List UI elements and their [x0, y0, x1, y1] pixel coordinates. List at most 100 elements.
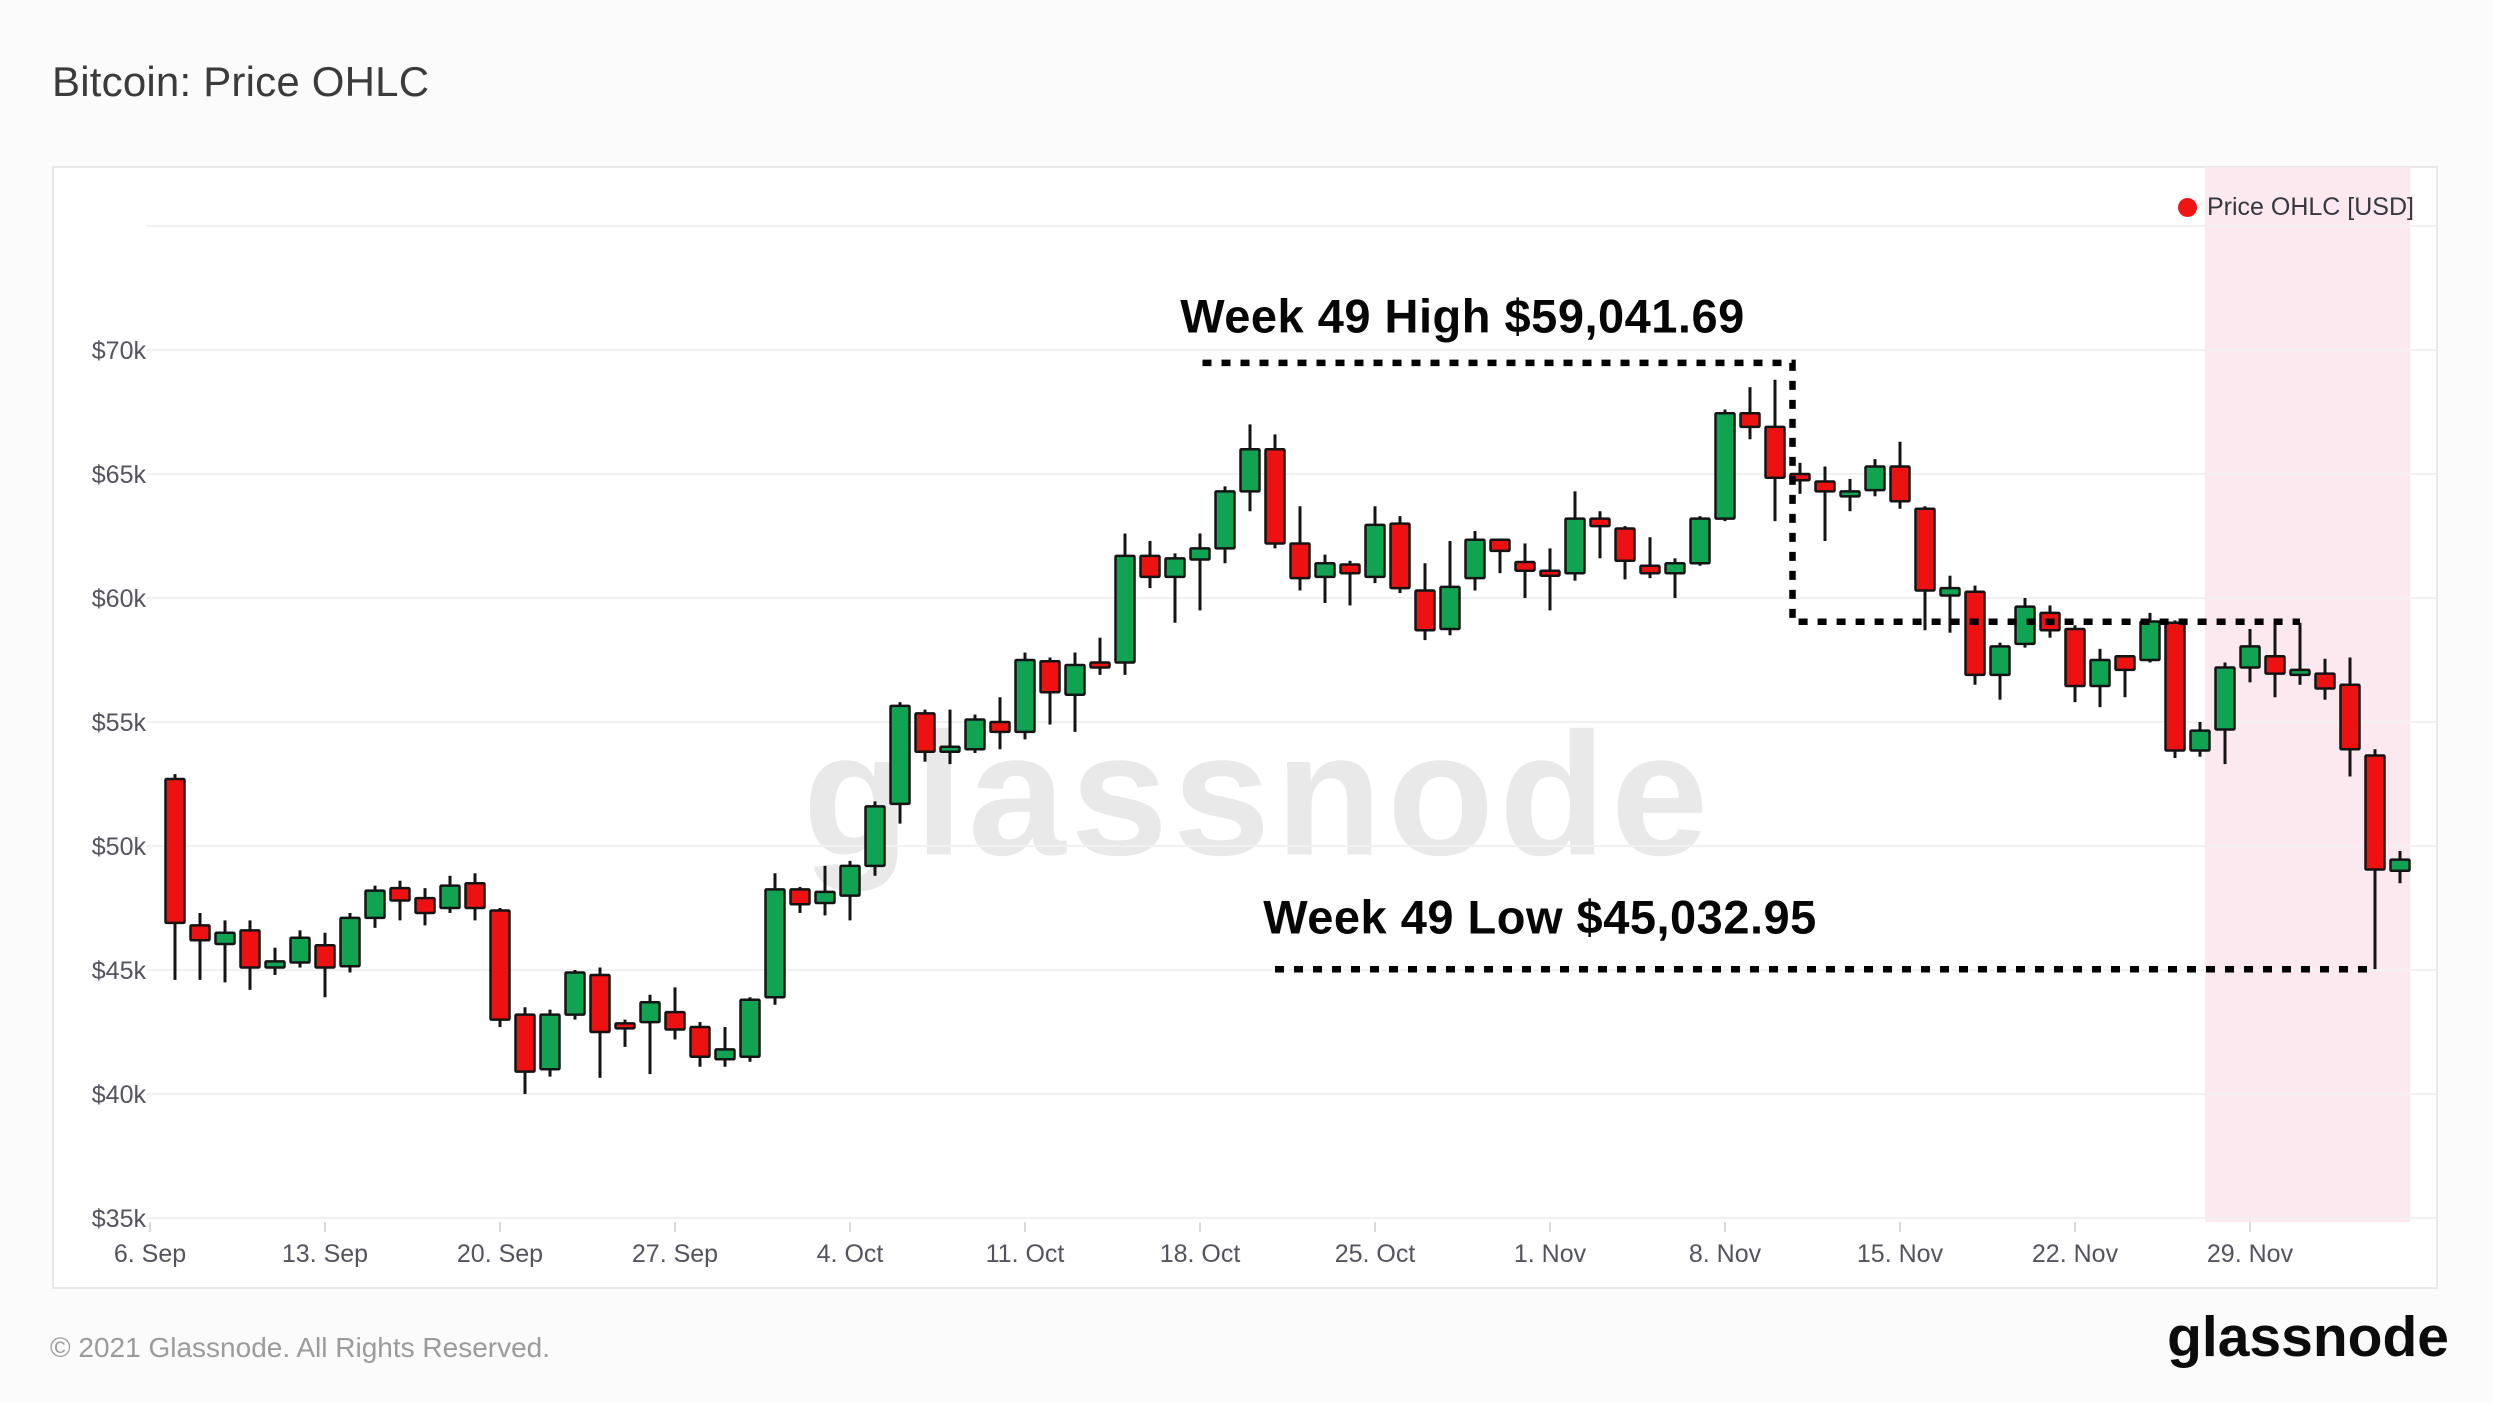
candle-nov-3[interactable]	[1589, 511, 1611, 559]
candle-body	[1239, 447, 1261, 493]
candle-sep-7[interactable]	[164, 774, 186, 980]
candle-oct-18[interactable]	[1189, 533, 1211, 611]
candle-sep-20[interactable]	[489, 908, 511, 1028]
glassnode-logo[interactable]: glassnode	[2167, 1305, 2449, 1369]
candle-nov-22[interactable]	[2064, 625, 2086, 703]
candle-oct-8[interactable]	[939, 709, 961, 765]
candle-sep-27[interactable]	[664, 987, 686, 1040]
candle-nov-26[interactable]	[2164, 620, 2186, 758]
candle-sep-12[interactable]	[289, 930, 311, 968]
candle-nov-14[interactable]	[1864, 459, 1886, 497]
candle-sep-26[interactable]	[639, 994, 661, 1075]
candle-nov-12[interactable]	[1814, 466, 1836, 541]
candle-body	[1539, 569, 1561, 577]
candle-nov-25[interactable]	[2139, 612, 2161, 663]
candle-nov-15[interactable]	[1889, 441, 1911, 509]
candle-sep-17[interactable]	[414, 888, 436, 926]
candle-nov-10[interactable]	[1764, 379, 1786, 522]
candle-nov-29[interactable]	[2239, 629, 2261, 683]
candle-sep-19[interactable]	[464, 873, 486, 921]
candle-sep-14[interactable]	[339, 912, 361, 973]
candle-sep-8[interactable]	[189, 912, 211, 980]
candle-oct-4[interactable]	[839, 860, 861, 921]
candle-dec-3[interactable]	[2339, 657, 2361, 777]
candle-oct-24[interactable]	[1339, 560, 1361, 606]
candle-body	[864, 805, 886, 868]
candle-nov-19[interactable]	[1989, 642, 2011, 700]
candle-oct-21[interactable]	[1264, 434, 1286, 549]
candle-oct-20[interactable]	[1239, 424, 1261, 512]
candle-sep-21[interactable]	[514, 1007, 536, 1094]
candle-nov-2[interactable]	[1564, 491, 1586, 581]
candle-oct-9[interactable]	[964, 714, 986, 753]
candle-nov-23[interactable]	[2089, 648, 2111, 708]
candle-sep-29[interactable]	[714, 1027, 736, 1067]
candle-oct-11[interactable]	[1014, 652, 1036, 740]
candle-nov-24[interactable]	[2114, 655, 2136, 698]
candle-dec-2[interactable]	[2314, 658, 2336, 700]
candle-oct-28[interactable]	[1439, 540, 1461, 636]
chart-card	[52, 166, 2438, 1289]
candle-body	[239, 929, 261, 969]
candle-oct-26[interactable]	[1389, 516, 1411, 594]
candle-sep-9[interactable]	[214, 920, 236, 983]
candle-nov-18[interactable]	[1964, 585, 1986, 685]
candle-oct-17[interactable]	[1164, 553, 1186, 623]
candle-nov-1[interactable]	[1539, 548, 1561, 611]
candle-oct-19[interactable]	[1214, 486, 1236, 564]
candle-oct-27[interactable]	[1414, 563, 1436, 641]
candle-oct-31[interactable]	[1514, 543, 1536, 598]
candle-nov-8[interactable]	[1714, 409, 1736, 522]
candle-sep-10[interactable]	[239, 920, 261, 990]
candle-oct-25[interactable]	[1364, 506, 1386, 584]
candle-nov-16[interactable]	[1914, 506, 1936, 631]
candle-oct-13[interactable]	[1064, 652, 1086, 732]
candle-sep-13[interactable]	[314, 932, 336, 998]
candle-sep-30[interactable]	[739, 997, 761, 1062]
candle-body	[1839, 490, 1861, 498]
candle-oct-1[interactable]	[764, 873, 786, 1005]
legend[interactable]: Price OHLC [USD]	[2178, 193, 2414, 222]
candle-oct-12[interactable]	[1039, 657, 1061, 725]
candle-sep-15[interactable]	[364, 885, 386, 928]
candle-oct-22[interactable]	[1289, 506, 1311, 591]
candle-oct-2[interactable]	[789, 886, 811, 913]
candle-nov-20[interactable]	[2014, 598, 2036, 648]
candle-oct-6[interactable]	[889, 702, 911, 824]
candle-oct-7[interactable]	[914, 709, 936, 762]
candle-nov-5[interactable]	[1639, 537, 1661, 579]
candle-sep-18[interactable]	[439, 875, 461, 913]
candle-nov-17[interactable]	[1939, 575, 1961, 633]
candle-nov-27[interactable]	[2189, 722, 2211, 757]
candle-oct-30[interactable]	[1489, 538, 1511, 574]
candle-oct-29[interactable]	[1464, 531, 1486, 591]
candle-nov-6[interactable]	[1664, 558, 1686, 598]
candle-oct-5[interactable]	[864, 801, 886, 876]
candle-oct-3[interactable]	[814, 865, 836, 916]
candle-nov-28[interactable]	[2214, 662, 2236, 765]
candle-oct-14[interactable]	[1089, 637, 1111, 675]
candle-oct-23[interactable]	[1314, 554, 1336, 603]
candle-nov-7[interactable]	[1689, 516, 1711, 566]
candle-sep-22[interactable]	[539, 1009, 561, 1077]
y-axis-tick-label: $50k	[92, 833, 147, 861]
candle-nov-13[interactable]	[1839, 478, 1861, 512]
candle-sep-24[interactable]	[589, 967, 611, 1078]
candle-oct-15[interactable]	[1114, 533, 1136, 675]
candle-sep-16[interactable]	[389, 880, 411, 921]
candle-dec-4[interactable]	[2364, 749, 2386, 970]
x-axis-tick-label: 27. Sep	[632, 1240, 718, 1268]
candle-nov-4[interactable]	[1614, 526, 1636, 580]
candle-oct-10[interactable]	[989, 697, 1011, 750]
candle-sep-28[interactable]	[689, 1022, 711, 1067]
candle-sep-23[interactable]	[564, 970, 586, 1020]
candle-sep-25[interactable]	[614, 1019, 636, 1047]
candle-dec-1[interactable]	[2289, 622, 2311, 685]
candle-nov-9[interactable]	[1739, 387, 1761, 440]
candle-sep-11[interactable]	[264, 947, 286, 975]
candle-oct-16[interactable]	[1139, 540, 1161, 589]
candle-nov-30[interactable]	[2264, 621, 2286, 698]
candle-dec-5[interactable]	[2389, 850, 2411, 884]
x-axis-tick-label: 13. Sep	[282, 1240, 368, 1268]
